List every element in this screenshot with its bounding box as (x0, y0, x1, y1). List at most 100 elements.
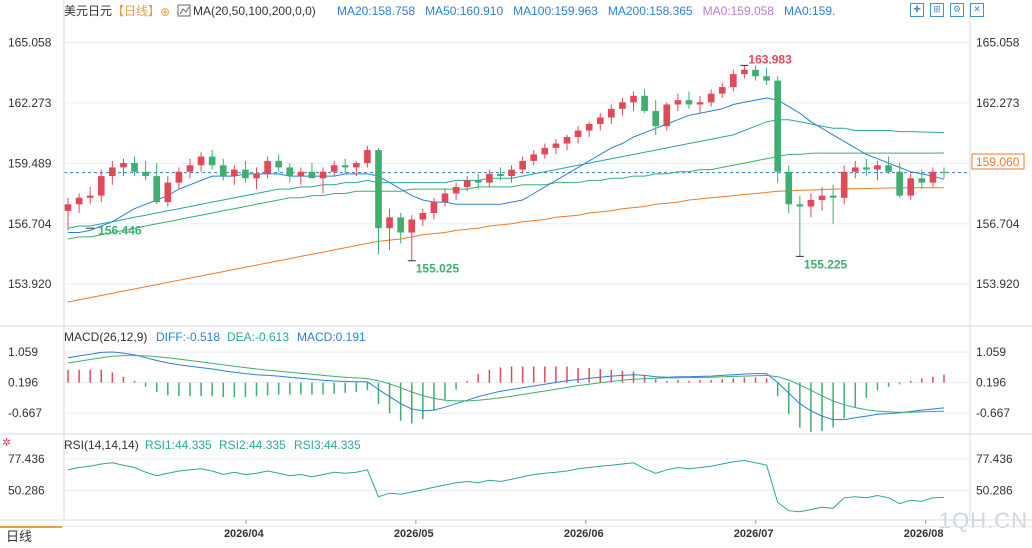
chart-type-icon[interactable] (177, 4, 191, 17)
candle-body (763, 76, 770, 81)
candle-body (818, 195, 826, 200)
candle-body (164, 182, 172, 203)
candle-body (219, 165, 227, 177)
candle-body (641, 95, 648, 111)
candle-body (341, 165, 349, 168)
candle-body (563, 137, 571, 144)
candle-body (508, 169, 515, 177)
candle-body (275, 160, 283, 168)
candle-body (441, 193, 449, 203)
candle-body (718, 87, 726, 94)
candle-body (896, 171, 903, 196)
candle-body (486, 173, 493, 183)
macd-tick-label: -0.667 (976, 406, 1010, 420)
add-indicator-icon[interactable]: ⊕ (160, 5, 170, 19)
macd-tick-label: -0.667 (8, 406, 42, 420)
chart-type-icon-line (179, 6, 190, 15)
candle-body (707, 93, 715, 103)
watermark: 1QH.CN (938, 508, 1028, 533)
candle-body (242, 169, 249, 179)
candle-body (674, 100, 682, 105)
rsi-tick-label: 50.286 (976, 483, 1013, 497)
rsi2-value: RSI2:44.335 (219, 438, 286, 452)
candle-body (364, 150, 371, 164)
candle-body (120, 163, 127, 168)
rsi-title: RSI(14,14,14) (64, 438, 139, 452)
rsi-ticks: 77.436 77.436 50.286 50.286 (8, 452, 1013, 498)
candle-body (474, 180, 482, 183)
price-tick-label: 159.489 (8, 156, 52, 170)
candle-body (153, 176, 161, 203)
price-tick-label: 162.273 (976, 96, 1020, 110)
macd-tick-label: 1.059 (8, 345, 38, 359)
candle-body (186, 165, 194, 172)
settings-icon[interactable]: ⚙ (950, 3, 964, 17)
crosshair-icon[interactable]: ✚ (910, 3, 924, 17)
macd-diff: DIFF:-0.518 (156, 330, 220, 344)
price-tick-label: 153.920 (976, 277, 1020, 291)
instrument-name: 美元日元 (64, 4, 112, 18)
candle-body (131, 163, 138, 172)
macd-value: MACD:0.191 (297, 330, 366, 344)
x-tick-label: 2026/05 (394, 528, 434, 540)
price-tick-label: 165.058 (976, 35, 1020, 49)
candle-body (319, 171, 327, 179)
candle-body (286, 167, 294, 177)
macd-panel (64, 351, 970, 432)
candle-body (109, 167, 116, 177)
candle-body (297, 171, 305, 177)
candle-body (807, 199, 815, 207)
candle-body (863, 167, 870, 170)
price-ticks-left: 165.058 162.273 159.489 156.704 153.920 (8, 35, 52, 291)
candle-body (940, 171, 948, 173)
x-tick-label: 2026/07 (734, 528, 774, 540)
candle-body (741, 69, 748, 75)
candle-body (652, 110, 660, 127)
candle-body (308, 171, 316, 179)
candle-body (208, 156, 216, 166)
period-tab-bar: 日线 (0, 526, 1032, 548)
price-tick-label: 165.058 (8, 35, 52, 49)
macd-dea-line (67, 355, 945, 413)
ma20-line (68, 97, 945, 233)
candle-body (630, 95, 637, 103)
price-tick-label: 156.704 (976, 217, 1020, 231)
candle-body (829, 195, 837, 198)
candle-body (75, 197, 83, 205)
ma-legend: MA20:158.758 MA50:160.910 MA100:159.963 MA2… (337, 4, 835, 18)
macd-title: MACD(26,12,9) (64, 330, 147, 344)
x-tick-label: 2026/06 (564, 528, 604, 540)
candle-body (452, 186, 460, 194)
candle-body (375, 150, 382, 229)
macd-dea: DEA:-0.613 (227, 330, 289, 344)
candle-body (97, 176, 105, 196)
current-price-tag (971, 153, 1025, 170)
ma-legend-item: MA0:159. (784, 4, 835, 18)
candle-body (796, 204, 804, 207)
ma-legend-item: MA200:158.365 (608, 4, 693, 18)
candle-body (408, 219, 416, 233)
macd-tick-label: 0.196 (8, 376, 38, 390)
candle-body (696, 102, 704, 105)
candle-body (840, 171, 848, 198)
candle-body (175, 171, 183, 183)
x-tick-label: 2026/08 (904, 528, 944, 540)
close-icon[interactable]: ✕ (970, 3, 984, 17)
sun-icon[interactable]: ✲ (2, 437, 11, 449)
zoom-in-icon[interactable]: ⊞ (930, 3, 944, 17)
rsi-tick-label: 77.436 (8, 452, 45, 466)
candle-body (386, 217, 393, 229)
rsi-panel (64, 458, 970, 513)
candle-body (729, 74, 737, 88)
rsi-tick-label: 77.436 (976, 452, 1013, 466)
ma-legend-item: MA50:160.910 (425, 4, 503, 18)
ma-legend-item: MA0:159.058 (703, 4, 775, 18)
tab-daily[interactable]: 日线 (0, 526, 62, 546)
macd-tick-label: 0.196 (976, 376, 1006, 390)
candle-body (64, 204, 72, 211)
ma-title: MA(20,50,100,200,0,0) (193, 4, 316, 18)
ma200-line (67, 187, 944, 303)
price-tick-label: 153.920 (8, 277, 52, 291)
macd-tick-label: 1.059 (976, 345, 1006, 359)
